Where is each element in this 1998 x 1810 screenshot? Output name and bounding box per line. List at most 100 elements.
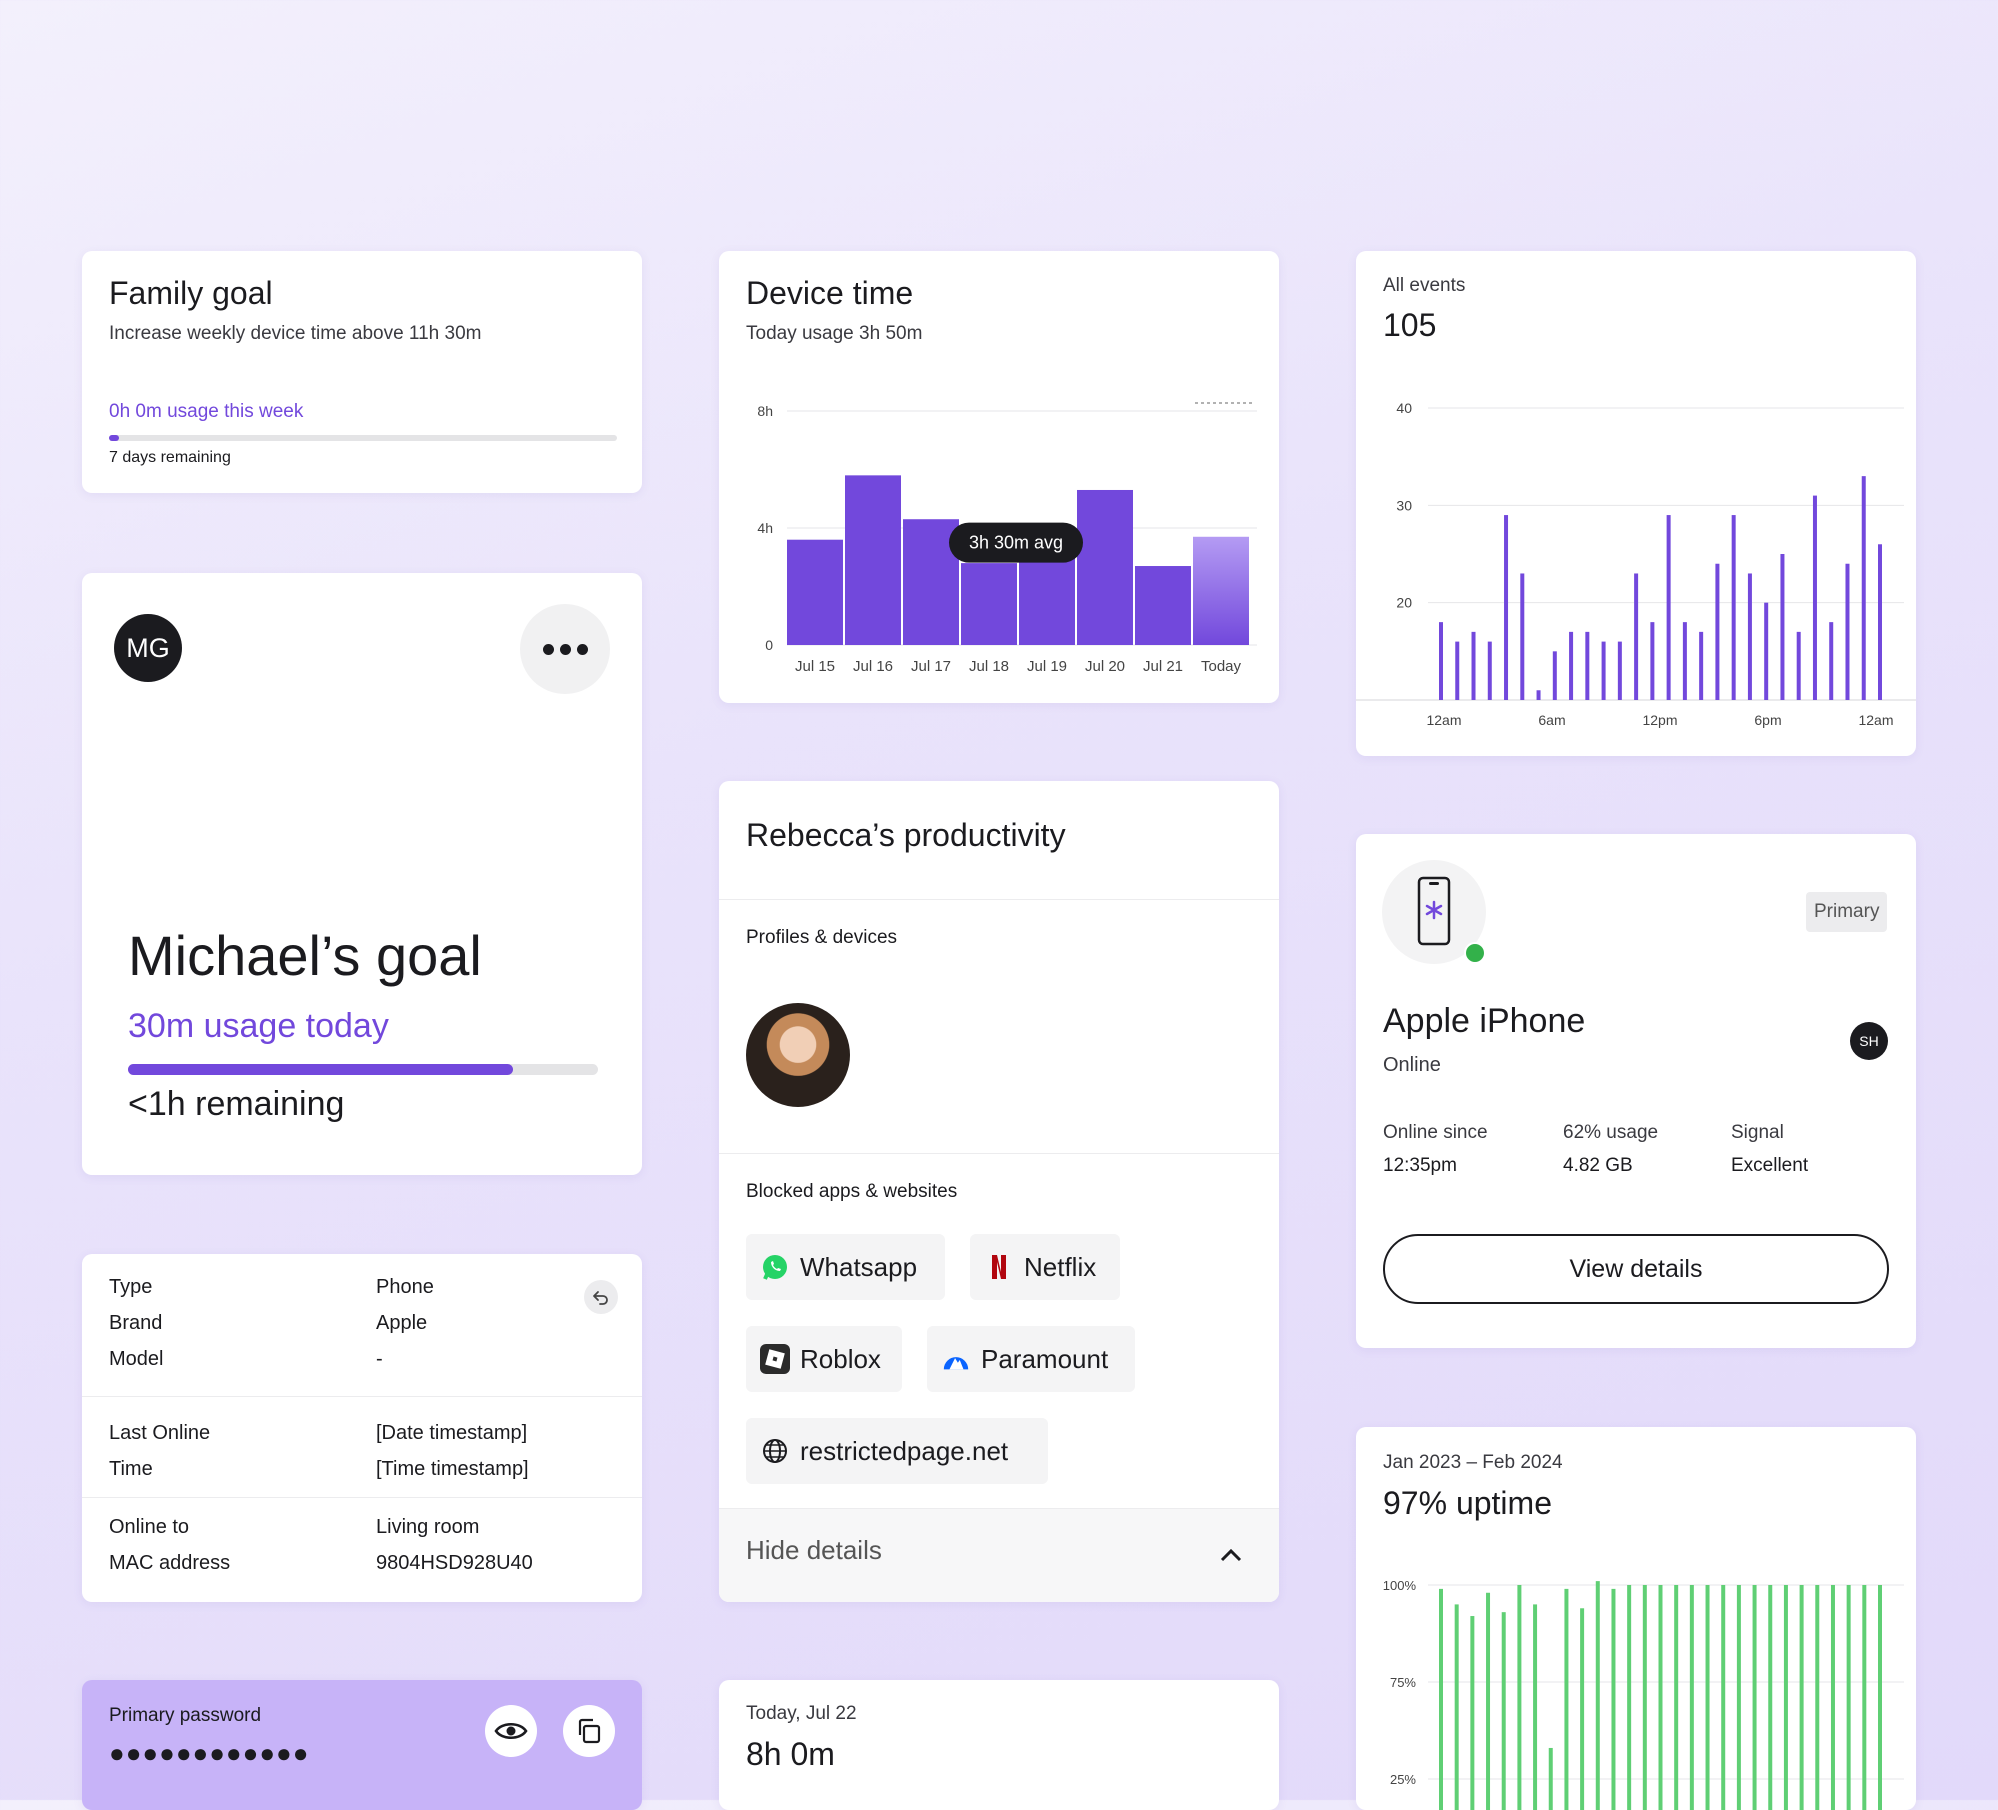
event-bar [1601,641,1606,700]
uptime-bar [1830,1585,1835,1810]
average-pill [949,522,1083,563]
all-events-chart: 20 30 40 12am 6am 12pm 6pm 12am [1356,400,1916,728]
all-events-value: 105 [1383,307,1437,343]
event-bar [1796,631,1801,700]
uptime-bar [1705,1585,1710,1810]
uptime-bar [1627,1585,1632,1810]
event-bar [1682,622,1687,700]
event-bar [1878,544,1882,700]
uptime-bar [1799,1585,1804,1810]
michael-goal-title: Michael’s goal [128,924,482,987]
view-details-button[interactable]: View details [1383,1234,1889,1304]
x-tick-label: 12am [1426,712,1461,728]
blocked-app-netflix[interactable]: Netflix [970,1234,1120,1300]
event-bar [1455,641,1460,700]
y-tick-label: 0 [765,637,773,653]
today-label: Today, Jul 22 [746,1703,857,1724]
detail-value-online-to: Living room [376,1516,480,1538]
stat-value-usage: 4.82 GB [1563,1155,1633,1176]
show-password-button[interactable] [485,1705,537,1757]
event-bar [1666,515,1671,700]
detail-value-model: - [376,1348,383,1370]
password-card: Primary password ●●●●●●●●●●●● [82,1680,642,1810]
uptime-bar [1815,1585,1820,1810]
more-options-button[interactable] [520,604,610,694]
x-tick-label: 12am [1858,712,1893,728]
today-card: Today, Jul 22 8h 0m [719,1680,1279,1810]
y-tick-label: 40 [1396,400,1412,416]
family-goal-subtitle: Increase weekly device time above 11h 30… [109,323,482,344]
blocked-site-restrictedpage[interactable]: restrictedpage.net [746,1418,1048,1484]
family-goal-title: Family goal [109,275,273,311]
netflix-icon [984,1252,1014,1282]
hide-details-button[interactable]: Hide details [719,1508,1279,1602]
event-bar [1764,602,1769,700]
event-bar [1861,476,1866,700]
blocked-app-roblox[interactable]: Roblox [746,1326,902,1392]
device-time-chart: 0 4h 8h Jul 15 Jul 16 Jul 17 Jul 18 Jul 19 Jul 2… [757,402,1257,675]
blocked-apps-label: Blocked apps & websites [746,1181,958,1202]
event-bar [1471,631,1476,700]
uptime-bar [1658,1585,1663,1810]
device-time-subtitle: Today usage 3h 50m [746,323,923,344]
event-bar [1845,563,1850,700]
y-tick-label: 75% [1390,1675,1416,1690]
uptime-bar [1580,1608,1585,1810]
blocked-app-whatsapp[interactable]: Whatsapp [746,1234,945,1300]
avatar: MG [114,614,182,682]
x-tick-label: Today [1201,658,1242,675]
chevron-up-icon [1220,1548,1242,1562]
y-tick-label: 100% [1383,1578,1417,1593]
uptime-bar [1470,1616,1475,1810]
x-tick-label: Jul 19 [1027,658,1067,675]
bar-today [1193,536,1249,645]
uptime-bar [1611,1588,1616,1810]
uptime-chart: 100% 75% 25% [1383,1578,1904,1810]
x-tick-label: Jul 17 [911,658,951,675]
profiles-devices-label: Profiles & devices [746,927,898,948]
roblox-icon [760,1344,790,1374]
productivity-title: Rebecca’s productivity [746,817,1066,853]
event-bar [1520,573,1525,700]
more-dot-icon [559,643,571,655]
detail-label-mac: MAC address [109,1552,231,1574]
x-tick-label: 6pm [1754,712,1781,728]
event-bar [1731,515,1736,700]
copy-password-button[interactable] [563,1705,615,1757]
x-tick-label: 12pm [1642,712,1677,728]
more-dot-icon [542,643,554,655]
y-tick-label: 25% [1390,1772,1416,1787]
event-bar [1634,573,1639,700]
detail-value-type: Phone [376,1276,434,1298]
uptime-bar [1674,1585,1679,1810]
family-goal-progress-fill [109,435,120,441]
bar-jul-15 [787,539,843,645]
globe-icon [760,1436,790,1466]
family-goal-progress-track [109,435,617,441]
uptime-bar [1564,1588,1569,1810]
bar-jul-21 [1135,566,1191,645]
undo-button[interactable] [584,1280,618,1314]
x-tick-label: Jul 15 [795,658,835,675]
divider [82,1497,642,1498]
blocked-app-paramount[interactable]: Paramount [927,1326,1135,1392]
undo-icon [593,1291,608,1305]
event-bar [1747,573,1752,700]
owner-avatar: SH [1850,1022,1888,1060]
event-bar [1699,631,1704,700]
all-events-card: All events 105 20 30 40 12am 6am 12pm 6pm 12am [1356,251,1916,756]
profile-photo[interactable] [746,1003,850,1107]
event-bar [1585,631,1590,700]
event-bar [1650,622,1655,700]
uptime-bar [1454,1604,1459,1810]
eye-icon [494,1722,528,1740]
uptime-bar [1689,1585,1694,1810]
event-bar [1829,622,1834,700]
event-bar [1439,622,1443,700]
y-tick-label: 4h [757,520,773,536]
average-label: 3h 30m avg [969,533,1063,553]
event-bar [1552,651,1557,700]
device-name: Apple iPhone [1383,1002,1586,1040]
event-bar [1780,554,1785,700]
detail-label-online-to: Online to [109,1516,190,1538]
